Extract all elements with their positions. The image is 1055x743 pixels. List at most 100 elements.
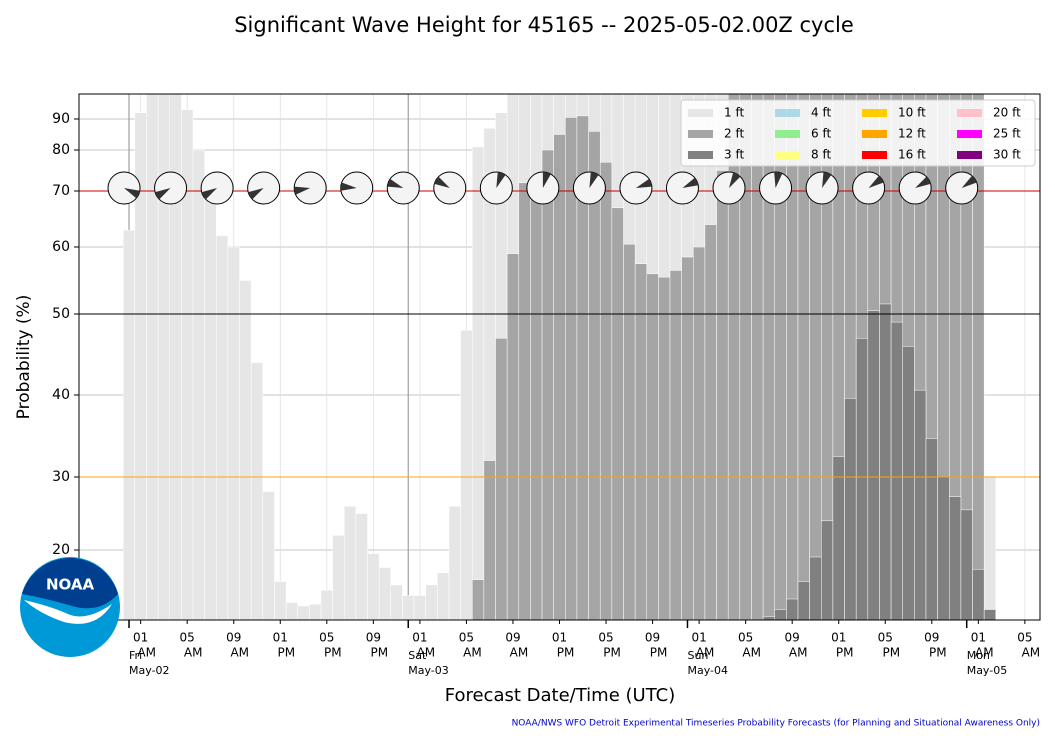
legend-label: 8 ft	[811, 148, 831, 162]
x-tick-label: 09	[645, 631, 660, 645]
x-tick-label: AM	[696, 646, 715, 660]
direction-wedge	[868, 175, 884, 188]
x-tick-label: 05	[738, 631, 753, 645]
day-label: Fri	[129, 649, 142, 662]
bar	[786, 94, 799, 620]
direction-wedge	[542, 172, 551, 188]
bar	[227, 246, 240, 620]
y-tick-label: 40	[52, 387, 70, 403]
direction-wedge	[822, 172, 832, 188]
day-label: Sat	[408, 649, 427, 662]
bar	[809, 556, 822, 620]
y-tick-label: 50	[52, 306, 70, 322]
direction-marker	[852, 171, 886, 205]
bar	[949, 496, 962, 620]
x-tick-label: 05	[319, 631, 334, 645]
bar	[262, 491, 275, 620]
bar	[518, 182, 531, 620]
legend-swatch	[688, 151, 713, 159]
direction-marker	[386, 171, 420, 205]
bar	[646, 273, 659, 620]
day-label: May-05	[967, 664, 1008, 677]
legend-label: 10 ft	[898, 106, 926, 120]
bar	[285, 602, 298, 620]
x-tick-label: 05	[1017, 631, 1032, 645]
direction-marker	[433, 171, 467, 205]
x-tick-label: PM	[324, 646, 342, 660]
x-tick-label: PM	[929, 646, 947, 660]
bar	[890, 321, 903, 620]
x-tick-label: AM	[137, 646, 156, 660]
bar	[855, 338, 869, 620]
x-tick-label: 05	[598, 631, 613, 645]
bar	[716, 170, 729, 620]
y-axis-label: Probability (%)	[14, 295, 34, 420]
day-label: Sun	[687, 649, 708, 662]
legend-label: 4 ft	[811, 106, 831, 120]
direction-wedge	[915, 176, 931, 188]
overlay: 1 ft 2 ft 3 ft 4 ft 6 ft 8 ft 10 ft 12 ft 16 ft 2…	[79, 99, 1040, 478]
bar	[844, 398, 857, 620]
legend-swatch	[688, 109, 713, 117]
bar	[681, 256, 694, 620]
footer: NOAA/NWS WFO Detroit Experimental Timese…	[512, 719, 1040, 729]
bar	[437, 572, 450, 620]
bar	[762, 616, 775, 620]
bar	[774, 609, 787, 620]
x-tick-label: 09	[785, 631, 800, 645]
direction-marker	[107, 171, 141, 205]
bar	[634, 263, 648, 620]
direction-marker	[572, 171, 606, 205]
bar	[378, 567, 392, 620]
bar	[983, 609, 997, 620]
logo-top	[22, 558, 118, 609]
direction-circle	[479, 171, 513, 205]
legend-swatch	[688, 130, 713, 138]
direction-marker	[759, 171, 793, 205]
day-label: Mon	[967, 649, 990, 662]
legend-swatch	[957, 130, 982, 138]
bar	[471, 579, 485, 620]
day-label: May-03	[408, 664, 449, 677]
legend-label: 30 ft	[993, 148, 1021, 162]
direction-marker	[247, 171, 281, 205]
bar	[867, 310, 880, 620]
bar	[460, 329, 473, 620]
bar	[297, 605, 310, 620]
direction-wedge	[961, 175, 977, 188]
legend-label: 25 ft	[993, 127, 1021, 141]
direction-marker	[479, 171, 513, 205]
direction-marker	[945, 171, 979, 205]
legend-label: 16 ft	[898, 148, 926, 162]
bar	[146, 94, 159, 620]
bar	[937, 476, 950, 620]
bar	[483, 460, 496, 620]
y-tick-label: 90	[52, 111, 70, 127]
bar	[448, 505, 461, 620]
bar	[413, 595, 426, 620]
direction-wedge	[774, 171, 783, 188]
x-tick-label: AM	[230, 646, 249, 660]
bar	[599, 162, 613, 620]
x-tick-label: 09	[226, 631, 241, 645]
bar	[425, 584, 438, 620]
bar	[495, 338, 508, 620]
x-tick-label: AM	[510, 646, 529, 660]
legend-label: 2 ft	[724, 127, 744, 141]
bar	[553, 134, 566, 620]
chart-title: Significant Wave Height for 45165 -- 202…	[234, 13, 854, 37]
bar	[960, 509, 973, 620]
bar	[623, 243, 636, 620]
x-tick-label: 05	[878, 631, 893, 645]
bar	[204, 182, 217, 620]
bar	[530, 182, 543, 620]
x-tick-label: PM	[557, 646, 575, 660]
x-axis-label: Forecast Date/Time (UTC)	[445, 685, 675, 706]
bar	[751, 94, 764, 620]
legend-label: 12 ft	[898, 127, 926, 141]
x-tick-label: PM	[277, 646, 295, 660]
direction-marker	[665, 171, 699, 205]
bar	[588, 131, 601, 620]
x-tick-label: 01	[273, 631, 288, 645]
